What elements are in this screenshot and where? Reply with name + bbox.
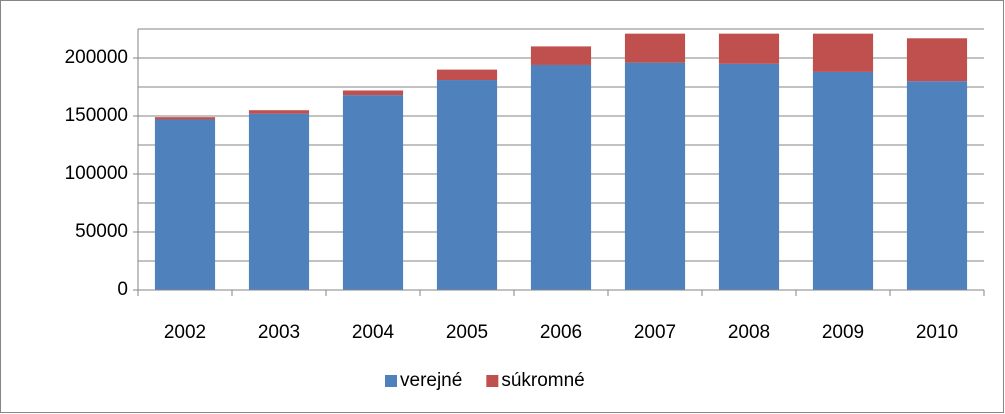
bar-segment — [530, 64, 592, 291]
bar-segment — [342, 90, 404, 96]
x-tick-label: 2003 — [258, 322, 300, 343]
x-tick-label: 2009 — [822, 322, 864, 343]
bar-segment — [906, 81, 968, 290]
y-tick-label: 100000 — [65, 163, 128, 184]
bar-segment — [342, 95, 404, 291]
x-tick-label: 2005 — [446, 322, 488, 343]
bar-segment — [624, 62, 686, 290]
bar-segment — [436, 69, 498, 81]
bar-segment — [718, 33, 780, 64]
bar-segment — [812, 71, 874, 290]
legend-swatch — [486, 375, 499, 387]
x-tick-label: 2008 — [728, 322, 770, 343]
y-tick-label: 0 — [117, 279, 128, 300]
bar-segment — [530, 46, 592, 65]
bar-segment — [624, 33, 686, 63]
bar-segment — [718, 63, 780, 290]
x-tick-label: 2004 — [352, 322, 395, 343]
y-tick-label: 50000 — [75, 221, 128, 242]
bar-segment — [436, 80, 498, 290]
y-tick-label: 150000 — [65, 105, 128, 126]
x-tick-label: 2006 — [540, 322, 582, 343]
legend-label: verejné — [400, 370, 462, 391]
x-tick-label: 2002 — [164, 322, 206, 343]
y-tick-label: 200000 — [65, 47, 128, 68]
bar-segment — [812, 33, 874, 72]
x-tick-label: 2010 — [916, 322, 958, 343]
bar-segment — [154, 117, 216, 120]
bar-segment — [906, 38, 968, 82]
bar-segment — [248, 110, 310, 114]
x-tick-label: 2007 — [634, 322, 676, 343]
bar-segment — [248, 113, 310, 291]
legend-label: súkromné — [501, 370, 584, 391]
legend-swatch — [385, 375, 397, 387]
bar-segment — [154, 119, 216, 290]
